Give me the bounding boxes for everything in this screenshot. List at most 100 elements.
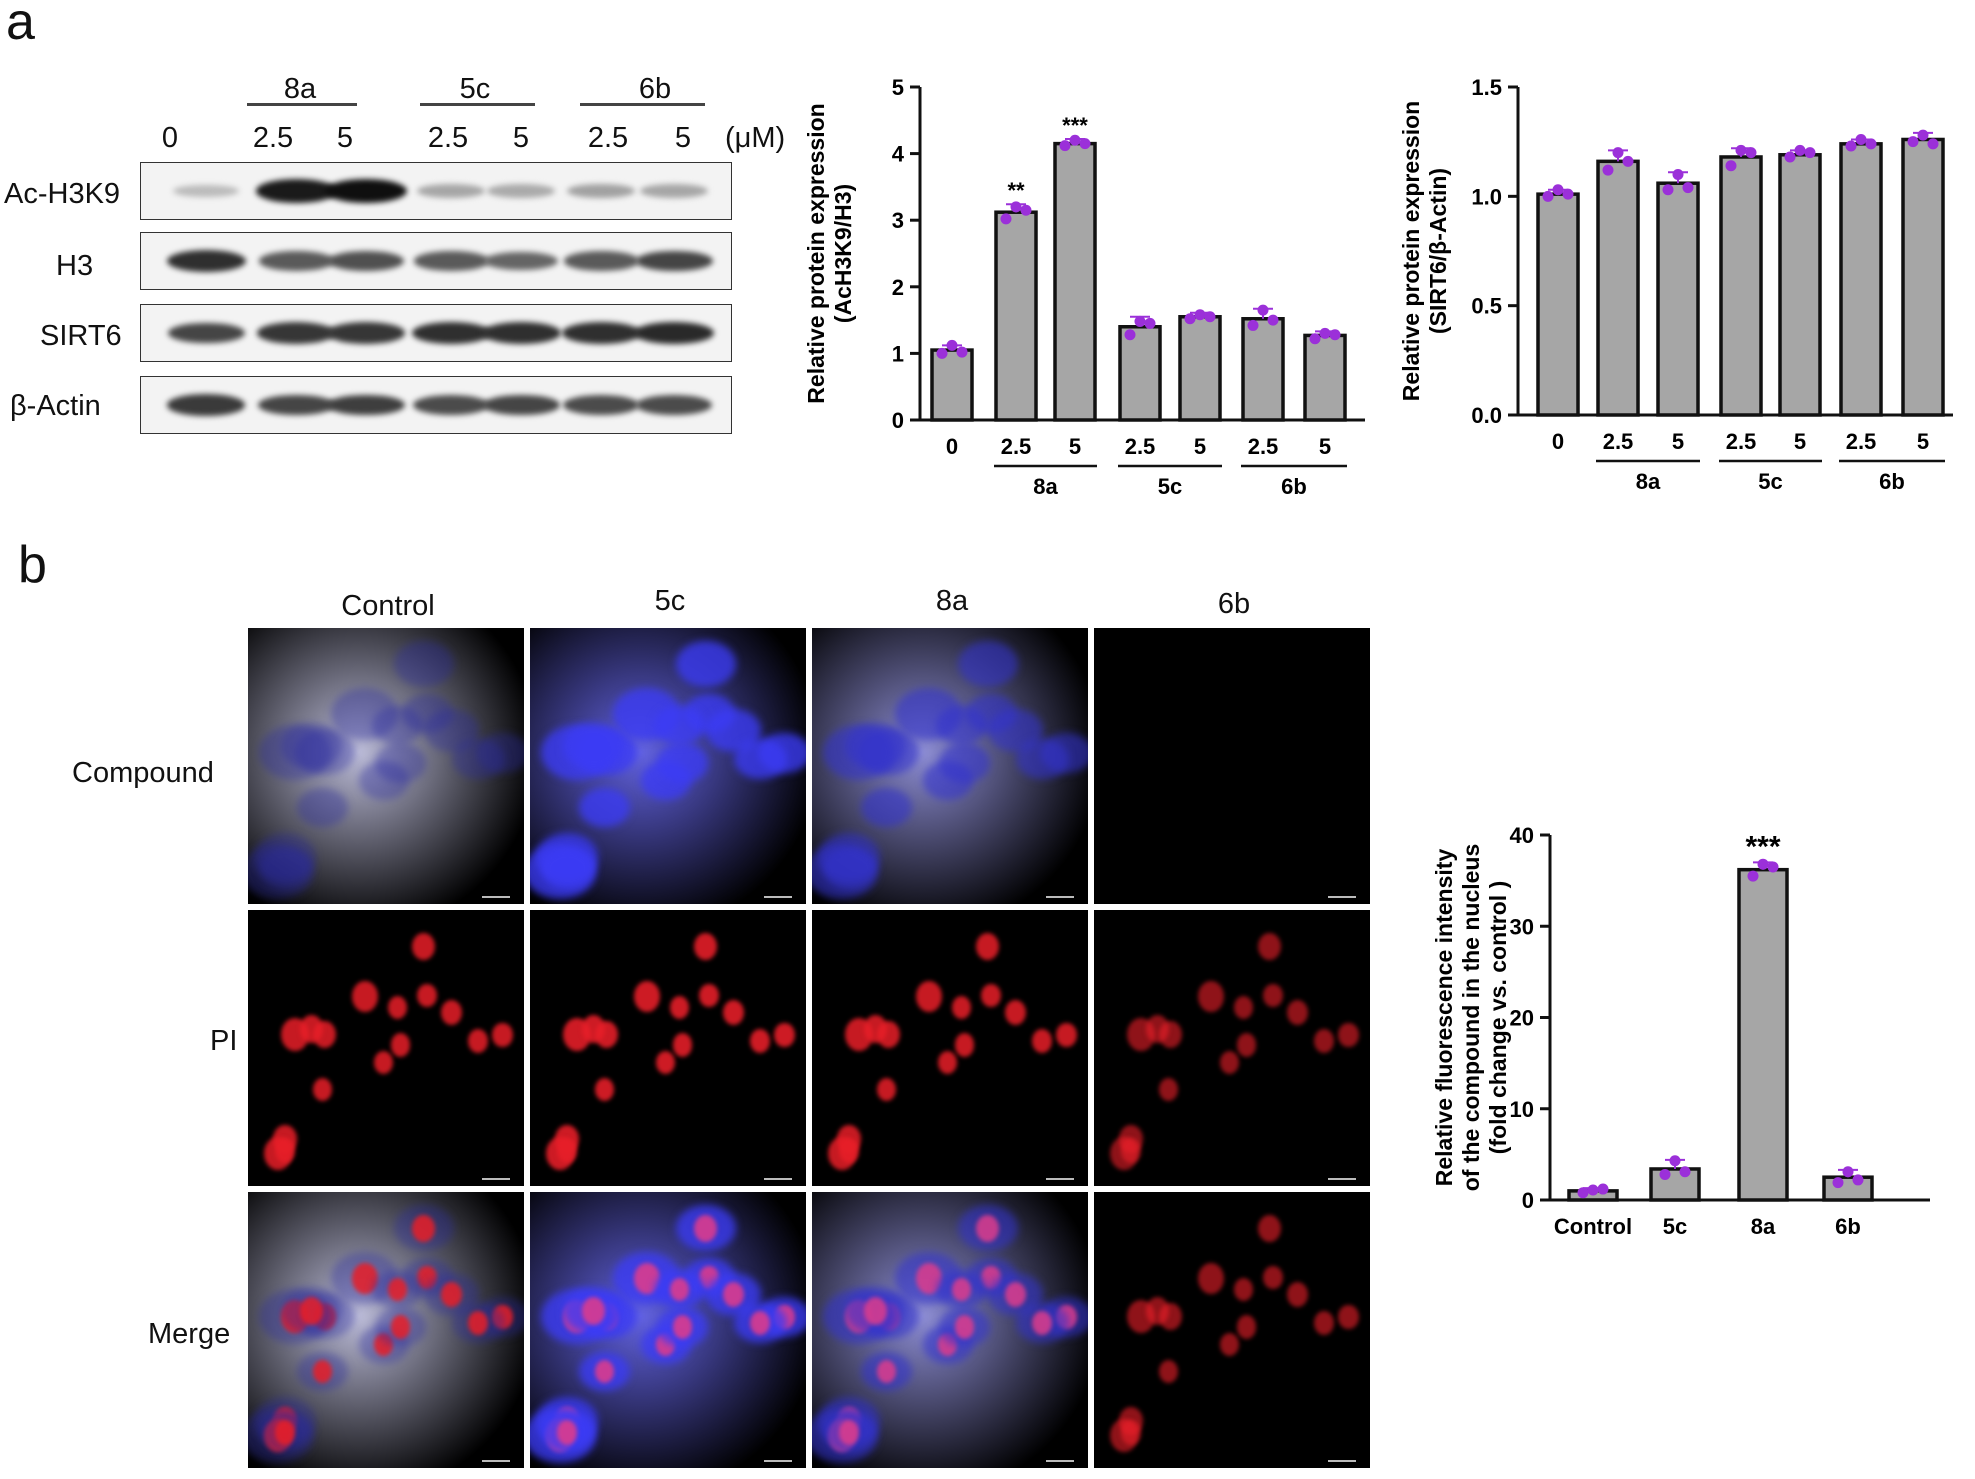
blot-strip-sirt6 [140, 304, 732, 362]
nucleus [412, 1214, 436, 1243]
cell-body [331, 688, 399, 741]
data-point [1845, 140, 1857, 152]
blot-band [173, 184, 239, 198]
blot-band [634, 321, 714, 345]
cell-body [675, 641, 736, 688]
blot-band [484, 251, 558, 271]
nucleus [954, 1315, 975, 1339]
data-point [956, 346, 968, 358]
microscopy-image [1094, 910, 1370, 1186]
blot-band [481, 322, 561, 344]
cell-body [451, 738, 505, 780]
blot-band [562, 394, 640, 416]
y-tick-label: 2 [892, 275, 904, 300]
microscopy-image [812, 910, 1088, 1186]
blot-band [166, 250, 246, 272]
bar [1118, 325, 1162, 422]
x-tick-label: 0 [1552, 429, 1564, 454]
cell-body [540, 847, 594, 889]
data-point [1069, 134, 1081, 146]
nucleus [838, 1420, 860, 1445]
nucleus [1004, 999, 1027, 1026]
nucleus [976, 932, 1000, 961]
data-point [1794, 144, 1806, 156]
cell-body [844, 723, 906, 771]
y-tick-label: 40 [1510, 823, 1534, 848]
nucleus [951, 1277, 972, 1301]
blot-strip-beta-actin [140, 376, 732, 434]
bar [1901, 137, 1945, 417]
data-point [1000, 213, 1012, 225]
cell-body [476, 732, 524, 774]
blot-band [413, 251, 489, 271]
nucleus [669, 1277, 690, 1301]
data-point [1852, 1174, 1864, 1186]
x-tick-label: 2.5 [1248, 434, 1279, 459]
data-point [1659, 1168, 1671, 1180]
blot-group-label: 6b [638, 73, 672, 105]
x-tick-label: 5 [1917, 429, 1929, 454]
cell-body [423, 708, 480, 752]
nucleus [594, 1077, 615, 1101]
y-tick-label: 0 [892, 408, 904, 433]
blot-band [258, 251, 334, 271]
data-point [1842, 1166, 1854, 1178]
blot-strip-h3 [140, 232, 732, 290]
data-point [1144, 317, 1156, 329]
nucleus [750, 1028, 771, 1054]
nucleus [1233, 995, 1254, 1019]
y-tick-label: 10 [1510, 1097, 1534, 1122]
nucleus [390, 1315, 411, 1339]
x-tick-label: 2.5 [1726, 429, 1757, 454]
bar [1596, 159, 1640, 417]
lane-label: 0 [161, 122, 179, 154]
scale-bar [1046, 1178, 1074, 1180]
lane-label: 2.5 [587, 122, 629, 154]
data-point [1020, 204, 1032, 216]
nucleus [669, 995, 690, 1019]
data-point [1855, 133, 1867, 145]
scale-bar [482, 1178, 510, 1180]
cell-body [259, 725, 331, 781]
group-label: 5c [1758, 469, 1782, 494]
nucleus [1263, 1265, 1284, 1290]
nucleus [976, 1214, 1000, 1243]
y-axis-label: (AcH3K9/H3) [830, 184, 856, 323]
nucleus [1158, 1077, 1179, 1101]
nucleus [351, 1262, 378, 1294]
nucleus [274, 1420, 296, 1445]
y-tick-label: 5 [892, 75, 904, 100]
data-point [1622, 155, 1634, 167]
nucleus [838, 1138, 860, 1163]
nucleus [1258, 932, 1282, 961]
bar [1241, 317, 1285, 422]
y-axis-label: Relative protein expression [803, 103, 829, 403]
row-label: Merge [148, 1318, 231, 1350]
microscopy-image [530, 1192, 806, 1468]
blot-band [328, 251, 404, 271]
data-point [1679, 1166, 1691, 1178]
nucleus [1338, 1304, 1359, 1330]
bar [1053, 141, 1097, 422]
data-point [1577, 1187, 1589, 1199]
row-label: PI [210, 1025, 238, 1057]
scale-bar [764, 1178, 792, 1180]
nucleus [440, 999, 463, 1026]
significance-label: ** [1007, 178, 1025, 203]
y-axis-label: Relative protein expression [1398, 101, 1424, 401]
scale-bar [1328, 896, 1356, 898]
nucleus [1314, 1028, 1335, 1054]
y-axis-label: (SIRT6/β-Actin) [1425, 168, 1451, 334]
blot-row-label: H3 [56, 250, 94, 282]
significance-label: *** [1745, 830, 1780, 863]
cell-body [578, 787, 630, 827]
scale-bar [764, 896, 792, 898]
microscopy-image [1094, 628, 1370, 904]
cell-body [401, 693, 453, 734]
nucleus [694, 1214, 718, 1243]
blot-strip-ac-h3k9 [140, 162, 732, 220]
y-tick-label: 1.0 [1471, 184, 1502, 209]
data-point [1257, 304, 1269, 316]
blot-band [635, 250, 713, 272]
data-point [1865, 138, 1877, 150]
